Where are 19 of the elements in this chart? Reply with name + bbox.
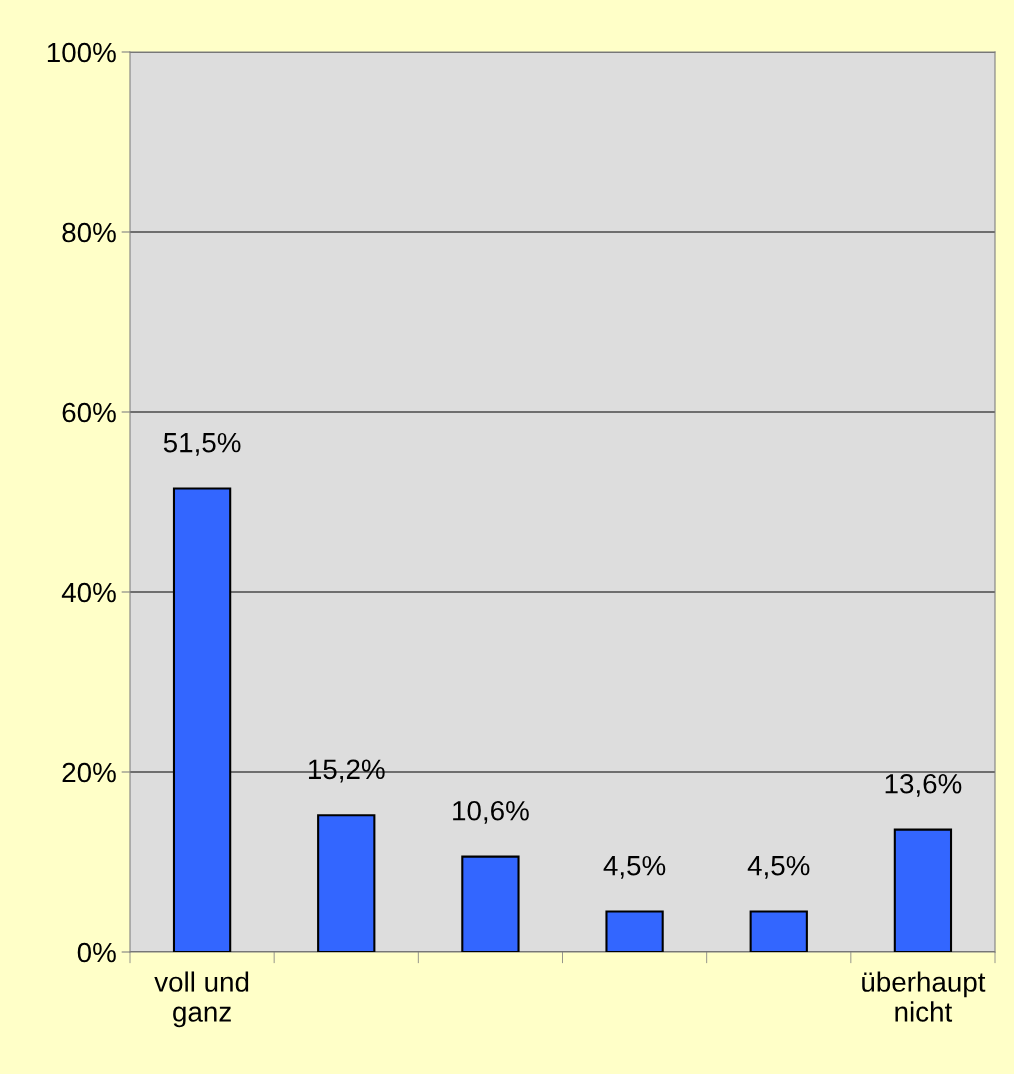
y-tick-label: 20%: [62, 762, 116, 783]
bar: [605, 910, 664, 952]
data-label: 10,6%: [453, 800, 529, 824]
x-tick-label: voll und ganz: [154, 971, 249, 1028]
data-label: 13,6%: [885, 773, 962, 797]
bar: [749, 910, 808, 952]
y-tick-label: 60%: [62, 402, 116, 423]
y-tick-label: 0%: [77, 942, 116, 963]
y-tick-label: 40%: [61, 582, 116, 603]
data-label: 51,5%: [163, 432, 241, 456]
data-label: 4,5%: [747, 855, 810, 879]
data-label: 15,2%: [308, 759, 385, 783]
bar: [461, 855, 520, 952]
y-tick-label: 80%: [62, 222, 116, 243]
data-label: 4,5%: [603, 855, 666, 879]
bar: [317, 814, 376, 952]
y-tick-label: 100%: [47, 42, 116, 63]
bar: [893, 828, 953, 952]
x-tick-label: überhaupt nicht: [862, 971, 986, 1022]
